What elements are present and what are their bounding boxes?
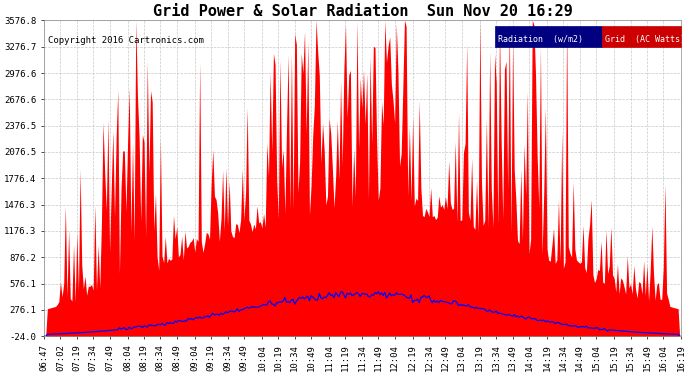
Title: Grid Power & Solar Radiation  Sun Nov 20 16:29: Grid Power & Solar Radiation Sun Nov 20 … — [152, 4, 573, 19]
Text: Grid  (AC Watts): Grid (AC Watts) — [604, 35, 684, 44]
Text: Radiation  (w/m2): Radiation (w/m2) — [497, 35, 583, 44]
Text: Copyright 2016 Cartronics.com: Copyright 2016 Cartronics.com — [48, 36, 204, 45]
